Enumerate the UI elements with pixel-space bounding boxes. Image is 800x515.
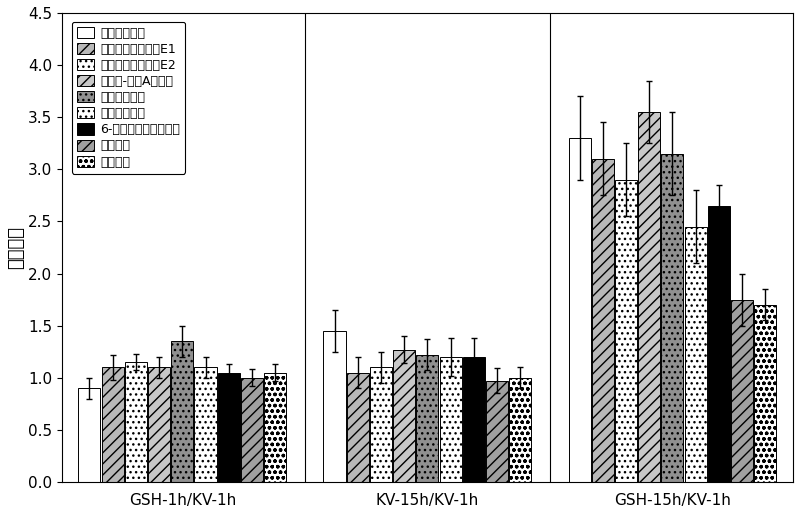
Bar: [416, 355, 438, 482]
Bar: [370, 367, 392, 482]
Bar: [171, 341, 194, 482]
Bar: [148, 367, 170, 482]
Bar: [439, 357, 462, 482]
Bar: [462, 357, 485, 482]
Bar: [592, 159, 614, 482]
Bar: [264, 372, 286, 482]
Bar: [346, 372, 369, 482]
Bar: [708, 206, 730, 482]
Bar: [615, 180, 637, 482]
Bar: [731, 300, 753, 482]
Bar: [241, 377, 263, 482]
Bar: [102, 367, 124, 482]
Bar: [125, 362, 147, 482]
Bar: [218, 372, 240, 482]
Bar: [662, 153, 683, 482]
Bar: [754, 305, 776, 482]
Bar: [510, 377, 531, 482]
Bar: [194, 367, 217, 482]
Y-axis label: 相对丰度: 相对丰度: [7, 226, 25, 269]
Bar: [393, 350, 415, 482]
Bar: [323, 331, 346, 482]
Bar: [78, 388, 101, 482]
Bar: [638, 112, 660, 482]
Bar: [486, 381, 508, 482]
Bar: [685, 227, 706, 482]
Bar: [569, 138, 590, 482]
Legend: 鸟头酸水合酶, 阀戊二酸脱氢酶，E1, 阀戊二酸脱氢酶，E2, 琥珀酥-辅酶A合成酶, 琥珀酸脱氢酶, 苹果酸脱氢酶, 6-磷酸葡萄糖酸脱氢酶, 转酥醇酶, 转: 鸟头酸水合酶, 阀戊二酸脱氢酶，E1, 阀戊二酸脱氢酶，E2, 琥珀酥-辅酶A合…: [72, 22, 186, 174]
